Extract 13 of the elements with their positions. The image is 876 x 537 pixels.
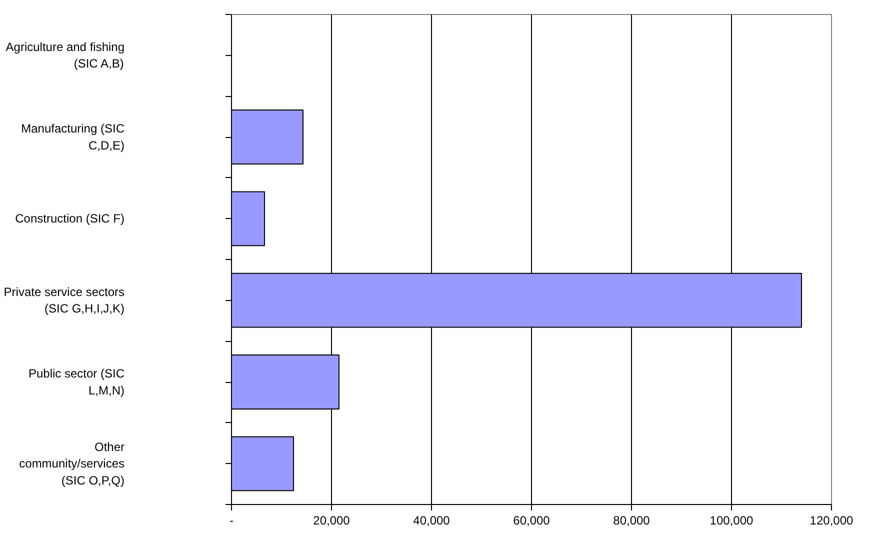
x-tick-label: 60,000 <box>513 514 550 528</box>
y-tick-label: Private service sectors (SIC G,H,I,J,K) <box>4 284 125 316</box>
y-tick-label: Manufacturing (SIC C,D,E) <box>21 122 125 152</box>
x-tick-label: 40,000 <box>413 514 450 528</box>
y-tick-label: Other community/services (SIC O,P,Q) <box>19 440 125 488</box>
y-tick-label: Agriculture and fishing (SIC A,B) <box>6 40 124 71</box>
x-tick-label: 100,000 <box>710 514 754 528</box>
x-tick-label: 80,000 <box>613 514 650 528</box>
y-tick-label: Construction (SIC F) <box>15 212 125 226</box>
x-tick-label: 20,000 <box>313 514 350 528</box>
y-tick-label: Public sector (SIC L,M,N) <box>28 366 125 398</box>
x-tick-label: 120,000 <box>810 514 854 528</box>
x-tick-label: - <box>230 514 234 528</box>
